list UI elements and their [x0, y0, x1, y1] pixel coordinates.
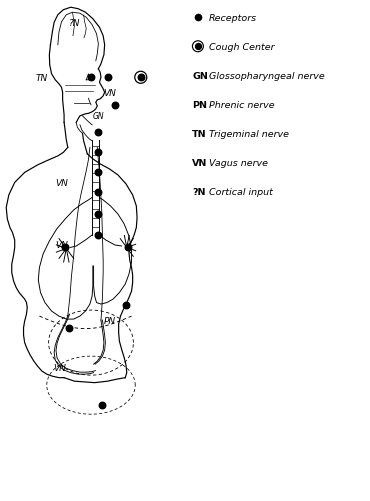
- Text: VN: VN: [53, 363, 66, 372]
- Point: [66, 324, 72, 332]
- Text: GN: GN: [92, 112, 104, 121]
- Text: PN: PN: [103, 316, 115, 325]
- Point: [138, 74, 144, 82]
- Text: TN: TN: [192, 130, 207, 139]
- Text: GN: GN: [192, 72, 208, 81]
- Point: [62, 244, 68, 252]
- Point: [88, 74, 94, 82]
- Text: TN: TN: [35, 74, 47, 83]
- Text: Trigeminal nerve: Trigeminal nerve: [209, 130, 289, 139]
- Point: [95, 169, 101, 177]
- Text: ?N: ?N: [192, 187, 206, 196]
- Text: Cough Center: Cough Center: [209, 43, 275, 52]
- Point: [125, 244, 131, 252]
- Text: VN: VN: [55, 178, 68, 187]
- Point: [95, 231, 101, 239]
- Point: [95, 149, 101, 157]
- Point: [195, 43, 201, 51]
- Point: [138, 74, 144, 82]
- Point: [195, 14, 201, 22]
- Text: Vagus nerve: Vagus nerve: [209, 159, 268, 167]
- Point: [95, 210, 101, 218]
- Point: [195, 43, 201, 51]
- Point: [105, 74, 111, 82]
- Point: [123, 302, 129, 310]
- Point: [99, 401, 105, 409]
- Text: VN: VN: [103, 89, 116, 98]
- Text: VN: VN: [192, 159, 208, 167]
- Text: Cortical input: Cortical input: [209, 187, 273, 196]
- Point: [112, 102, 118, 110]
- Text: PN: PN: [192, 101, 207, 110]
- Text: Receptors: Receptors: [209, 14, 257, 23]
- Point: [95, 189, 101, 197]
- Text: VN: VN: [55, 241, 68, 250]
- Text: ?N: ?N: [69, 19, 80, 28]
- Text: Glossopharyngeal nerve: Glossopharyngeal nerve: [209, 72, 325, 81]
- Point: [95, 129, 101, 137]
- Text: Phrenic nerve: Phrenic nerve: [209, 101, 275, 110]
